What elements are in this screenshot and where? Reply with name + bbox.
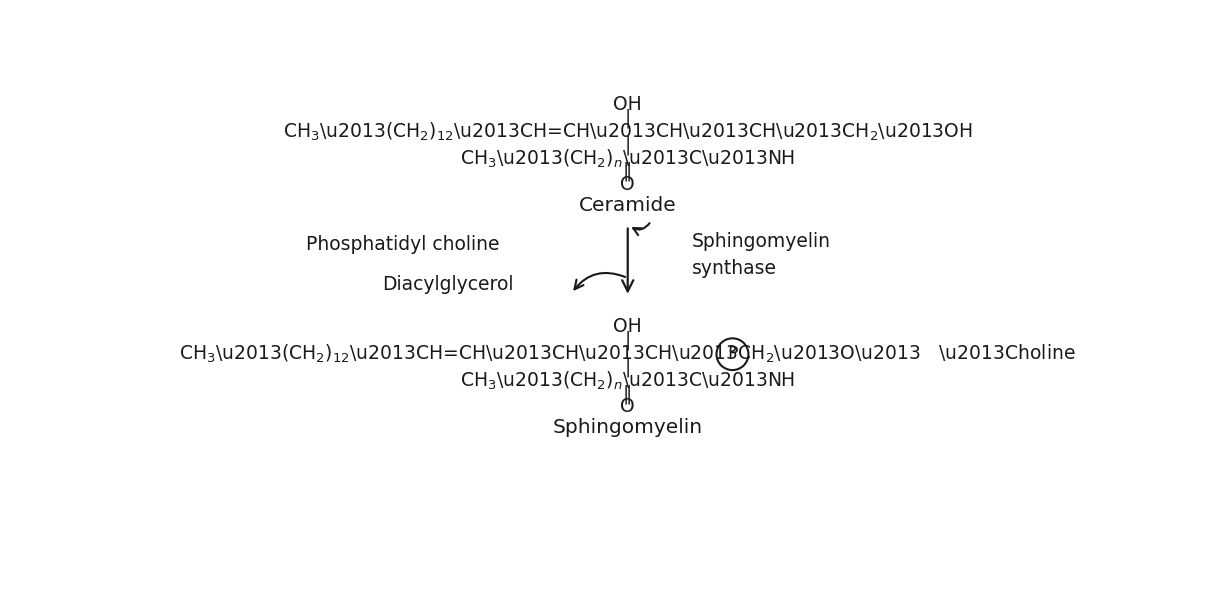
Text: |: | — [624, 330, 631, 350]
FancyArrowPatch shape — [622, 229, 634, 291]
FancyArrowPatch shape — [574, 273, 625, 289]
Text: ‖: ‖ — [623, 384, 633, 404]
Text: Sphingomyelin: Sphingomyelin — [553, 418, 703, 437]
FancyArrowPatch shape — [633, 223, 650, 235]
Text: CH$_3$\u2013(CH$_2$)$_n$\u2013C\u2013NH: CH$_3$\u2013(CH$_2$)$_n$\u2013C\u2013NH — [461, 370, 795, 393]
Text: O: O — [621, 175, 635, 194]
Text: P: P — [727, 345, 738, 363]
Text: Sphingomyelin
synthase: Sphingomyelin synthase — [692, 232, 830, 277]
Text: |: | — [624, 136, 631, 155]
Text: Phosphatidyl choline: Phosphatidyl choline — [305, 235, 499, 254]
Text: |: | — [624, 358, 631, 377]
Text: Diacylglycerol: Diacylglycerol — [382, 275, 513, 294]
Text: ‖: ‖ — [623, 162, 633, 182]
Text: O: O — [621, 397, 635, 416]
Text: CH$_3$\u2013(CH$_2$)$_n$\u2013C\u2013NH: CH$_3$\u2013(CH$_2$)$_n$\u2013C\u2013NH — [461, 148, 795, 170]
Text: Ceramide: Ceramide — [579, 196, 676, 215]
Text: |: | — [624, 108, 631, 128]
Text: CH$_3$\u2013(CH$_2$)$_{12}$\u2013CH=CH\u2013CH\u2013CH\u2013CH$_2$\u2013OH: CH$_3$\u2013(CH$_2$)$_{12}$\u2013CH=CH\u… — [282, 121, 973, 143]
Text: OH: OH — [613, 317, 642, 336]
Text: OH: OH — [613, 95, 642, 115]
Text: CH$_3$\u2013(CH$_2$)$_{12}$\u2013CH=CH\u2013CH\u2013CH\u2013CH$_2$\u2013O\u2013 : CH$_3$\u2013(CH$_2$)$_{12}$\u2013CH=CH\u… — [179, 343, 1076, 365]
